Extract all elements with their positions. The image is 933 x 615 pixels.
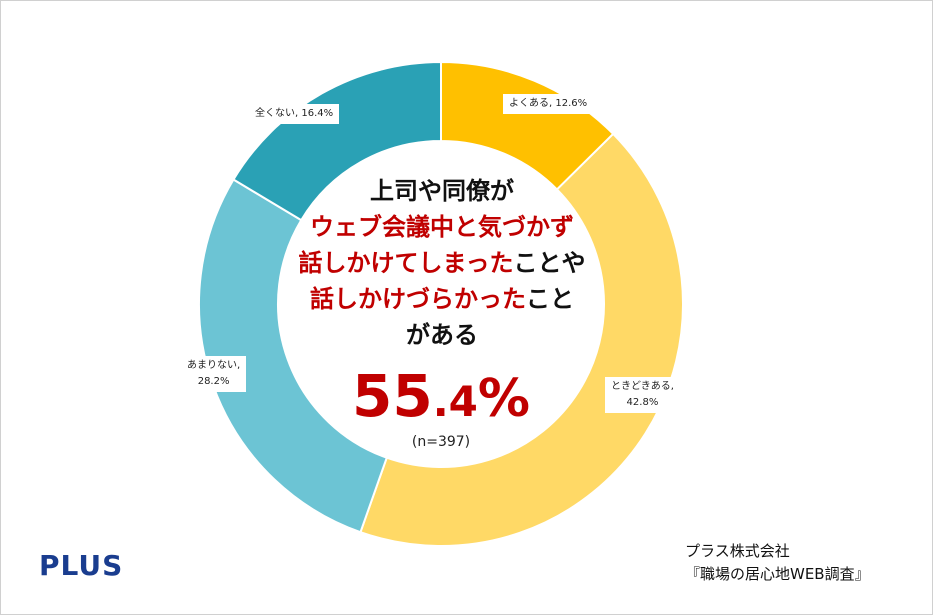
- headline-line-4-black: こと: [526, 285, 574, 313]
- label-mattaku-nai: 全くない, 16.4%: [249, 104, 340, 124]
- headline-line-3-red: 話しかけてしまった: [298, 249, 514, 277]
- headline-percentage: 55.4%: [331, 361, 551, 437]
- headline-line-4-red: 話しかけづらかった: [310, 285, 526, 313]
- label-tokidoki-aru: ときどきある, 42.8%: [605, 377, 680, 413]
- percentage-integer: 55: [351, 362, 433, 430]
- headline-line-5: がある: [406, 321, 478, 349]
- label-tokidoki-aru-text: ときどきある,: [611, 381, 674, 392]
- segment-tokidoki-aru: [359, 132, 684, 547]
- headline-line-2: ウェブ会議中と気づかず: [310, 213, 574, 241]
- source-survey: 『職場の居心地WEB調査』: [685, 565, 870, 583]
- label-amari-nai-value: 28.2%: [197, 376, 230, 387]
- headline-line-4: 話しかけづらかったこと: [281, 281, 603, 317]
- label-amari-nai-text: あまりない,: [187, 360, 241, 371]
- headline-line-1: 上司や同僚が: [370, 177, 514, 205]
- source-note: プラス株式会社 『職場の居心地WEB調査』: [685, 540, 870, 586]
- percentage-decimal: .4: [432, 377, 478, 426]
- label-mattaku-nai-text: 全くない, 16.4%: [255, 108, 334, 119]
- headline-line-3: 話しかけてしまったことや: [281, 245, 603, 281]
- segment-amari-nai: [198, 178, 389, 534]
- center-headline: 上司や同僚が ウェブ会議中と気づかず 話しかけてしまったことや 話しかけづらかっ…: [281, 173, 603, 353]
- label-tokidoki-aru-value: 42.8%: [626, 397, 659, 408]
- plus-logo: PLUS: [39, 549, 124, 582]
- label-yoku-aru-text: よくある, 12.6%: [509, 98, 588, 109]
- label-yoku-aru: よくある, 12.6%: [503, 94, 594, 114]
- percentage-sign: %: [477, 369, 530, 429]
- headline-line-3-black: ことや: [513, 249, 586, 277]
- label-amari-nai: あまりない, 28.2%: [181, 356, 247, 392]
- sample-size: (n=397): [411, 434, 471, 450]
- source-company: プラス株式会社: [685, 542, 790, 560]
